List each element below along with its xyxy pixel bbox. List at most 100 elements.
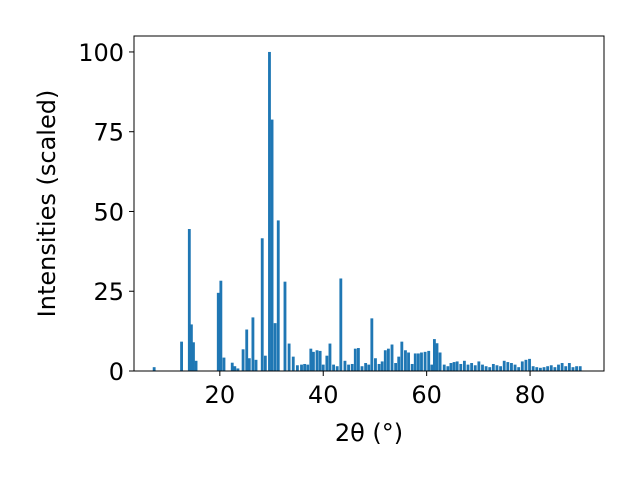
bar	[309, 348, 313, 371]
x-tick-label: 40	[308, 381, 339, 409]
bar	[233, 366, 237, 371]
bar	[459, 363, 463, 371]
bar	[194, 360, 198, 371]
bar	[557, 364, 560, 371]
bar	[394, 363, 398, 371]
bar	[287, 343, 291, 371]
x-tick-label: 80	[515, 381, 546, 409]
bar	[247, 358, 251, 371]
bar	[413, 353, 417, 371]
bar	[449, 363, 453, 371]
bar	[383, 350, 387, 371]
bar	[452, 362, 456, 371]
bar	[499, 366, 503, 371]
bar	[528, 358, 531, 371]
bar	[571, 367, 575, 371]
bar	[152, 367, 156, 371]
bar	[241, 349, 245, 371]
bar	[353, 348, 357, 371]
bar	[335, 366, 339, 371]
x-axis-label: 2θ (°)	[335, 419, 403, 447]
bar	[470, 363, 474, 371]
plot-frame	[133, 35, 605, 372]
y-tick-label: 25	[93, 278, 124, 306]
bar	[407, 352, 410, 371]
bar	[347, 364, 350, 371]
bar	[325, 355, 329, 371]
bar	[390, 344, 394, 371]
bar	[404, 350, 407, 371]
bar	[549, 365, 553, 371]
y-axis-ticks: 0 25 50 75 100	[78, 39, 134, 386]
bar	[321, 364, 325, 371]
bar	[377, 363, 381, 371]
bars-group	[152, 51, 582, 371]
bar	[416, 353, 420, 371]
bar	[291, 356, 295, 371]
bar	[495, 365, 499, 371]
bar	[219, 280, 223, 371]
bar	[276, 220, 280, 371]
bar	[397, 356, 401, 371]
y-tick-label: 0	[109, 358, 124, 386]
bar	[473, 365, 477, 371]
bar	[410, 363, 414, 371]
bar	[192, 342, 195, 371]
bar	[312, 351, 315, 371]
bar	[268, 51, 271, 371]
y-tick-label: 100	[78, 39, 124, 67]
bar	[531, 366, 535, 371]
bar	[216, 292, 220, 371]
y-tick-label: 50	[93, 198, 124, 226]
bar	[254, 359, 258, 371]
bar	[438, 352, 442, 371]
bar	[510, 363, 513, 371]
bar	[374, 358, 377, 371]
bar	[513, 364, 517, 371]
bar	[462, 360, 466, 371]
bar	[189, 324, 193, 371]
bar	[180, 341, 183, 371]
bar	[360, 366, 364, 371]
bar	[491, 363, 495, 371]
bar	[423, 351, 427, 371]
bar	[306, 364, 310, 371]
bar	[564, 366, 568, 371]
bar	[553, 367, 557, 371]
bar	[263, 355, 267, 371]
x-tick-label: 20	[205, 381, 236, 409]
bar	[567, 363, 571, 371]
bar	[432, 339, 436, 371]
bar	[283, 281, 287, 371]
bar	[538, 367, 542, 371]
bar	[273, 323, 277, 371]
bar	[466, 364, 470, 371]
bar	[430, 364, 434, 371]
bar	[506, 362, 510, 371]
bar	[350, 363, 354, 371]
bar	[367, 364, 371, 371]
bar	[578, 366, 582, 371]
bar	[520, 361, 524, 371]
bar	[300, 364, 303, 371]
bar	[446, 366, 450, 371]
bar	[380, 361, 384, 371]
bar	[245, 329, 249, 371]
y-tick-label: 75	[93, 119, 124, 147]
bar	[236, 368, 240, 371]
bar	[427, 350, 431, 371]
bar	[542, 367, 546, 371]
bar	[295, 365, 299, 371]
bar	[455, 361, 459, 371]
bar	[370, 318, 374, 371]
y-axis-label: Intensities (scaled)	[33, 90, 61, 318]
bar	[517, 367, 521, 371]
bar	[251, 317, 255, 371]
bar	[524, 359, 528, 371]
bar	[230, 362, 234, 371]
bar	[187, 229, 191, 371]
bar	[386, 348, 390, 371]
bar	[477, 361, 481, 371]
bar	[328, 343, 332, 371]
